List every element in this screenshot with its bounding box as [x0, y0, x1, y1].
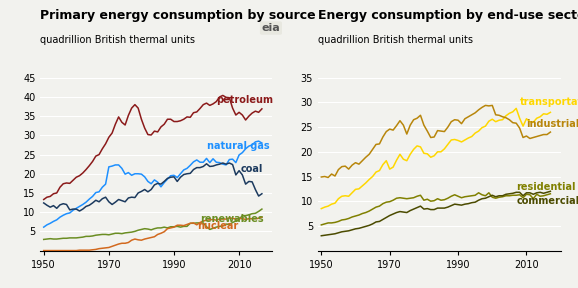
Text: coal: coal: [240, 164, 263, 174]
Text: commercial: commercial: [516, 196, 578, 206]
Text: natural gas: natural gas: [206, 141, 269, 151]
Text: eia: eia: [262, 23, 280, 33]
Text: petroleum: petroleum: [216, 95, 273, 105]
Text: quadrillion British thermal units: quadrillion British thermal units: [40, 35, 195, 45]
Text: Primary energy consumption by source: Primary energy consumption by source: [40, 9, 316, 22]
Text: Energy consumption by end-use sector: Energy consumption by end-use sector: [318, 9, 578, 22]
Text: renewables: renewables: [200, 214, 264, 224]
Text: residential: residential: [516, 182, 576, 192]
Text: nuclear: nuclear: [197, 221, 238, 232]
Text: quadrillion British thermal units: quadrillion British thermal units: [318, 35, 473, 45]
Text: transportation: transportation: [520, 97, 578, 107]
Text: industrial: industrial: [527, 119, 578, 129]
